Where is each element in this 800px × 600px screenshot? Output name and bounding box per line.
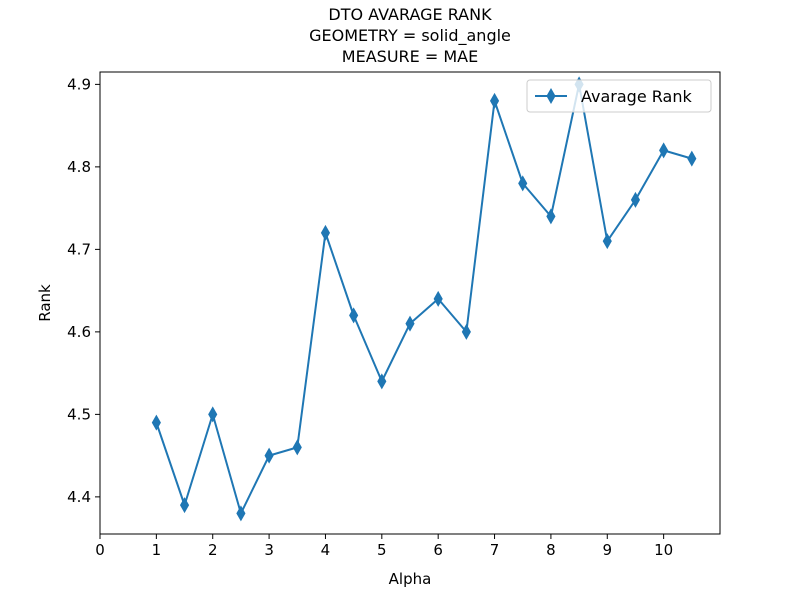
data-point-0-18	[659, 142, 669, 159]
y-tick-label-3: 4.7	[67, 240, 91, 258]
y-tick-label-5: 4.9	[67, 75, 91, 93]
data-point-0-0	[151, 414, 161, 431]
y-tick-label-1: 4.5	[67, 405, 91, 423]
data-point-0-7	[349, 307, 359, 324]
y-axis-ticks: 4.4 4.5 4.6 4.7 4.8 4.9	[67, 75, 100, 506]
series-marks	[151, 76, 697, 522]
chart-title-line-2: GEOMETRY = solid_angle	[309, 26, 511, 46]
x-tick-label-0: 0	[95, 541, 105, 559]
chart-title-line-1: DTO AVARAGE RANK	[328, 5, 492, 24]
data-point-0-13	[518, 175, 528, 192]
x-tick-label-7: 7	[490, 541, 500, 559]
data-point-0-14	[546, 208, 556, 225]
data-point-0-2	[208, 406, 218, 423]
data-point-0-4	[264, 447, 274, 464]
chart-title-line-3: MEASURE = MAE	[342, 47, 478, 66]
data-point-0-8	[377, 373, 387, 390]
x-tick-label-1: 1	[152, 541, 162, 559]
data-point-0-16	[602, 233, 612, 250]
data-point-0-12	[489, 92, 500, 109]
chart-title: DTO AVARAGE RANK GEOMETRY = solid_angle …	[309, 5, 511, 66]
data-point-0-6	[320, 224, 331, 241]
y-axis-label: Rank	[36, 284, 54, 322]
x-tick-label-10: 10	[654, 541, 673, 559]
x-tick-label-2: 2	[208, 541, 218, 559]
data-point-0-5	[292, 439, 302, 456]
legend-marker-sample	[546, 87, 556, 105]
data-point-0-19	[687, 150, 697, 167]
legend: Avarage Rank	[526, 79, 712, 113]
plot-area-frame	[99, 71, 721, 535]
x-tick-label-9: 9	[602, 541, 612, 559]
data-point-0-10	[433, 290, 443, 307]
x-tick-label-8: 8	[546, 541, 556, 559]
y-tick-label-4: 4.8	[67, 158, 91, 176]
data-point-0-17	[630, 191, 641, 208]
y-tick-label-2: 4.6	[67, 323, 91, 341]
x-tick-label-4: 4	[321, 541, 331, 559]
data-point-0-9	[405, 315, 415, 332]
x-axis-label: Alpha	[389, 570, 432, 588]
x-axis-ticks: 0 1 2 3 4 5 6 7 8 9 10	[95, 534, 673, 559]
series-line-0	[155, 83, 693, 515]
x-tick-label-6: 6	[433, 541, 443, 559]
data-point-0-3	[236, 505, 246, 522]
x-tick-label-5: 5	[377, 541, 387, 559]
legend-box	[526, 79, 712, 113]
x-tick-label-3: 3	[264, 541, 274, 559]
y-tick-label-0: 4.4	[67, 488, 91, 506]
data-point-0-11	[461, 323, 471, 340]
data-point-0-1	[179, 497, 190, 514]
legend-label: Avarage Rank	[581, 87, 692, 106]
